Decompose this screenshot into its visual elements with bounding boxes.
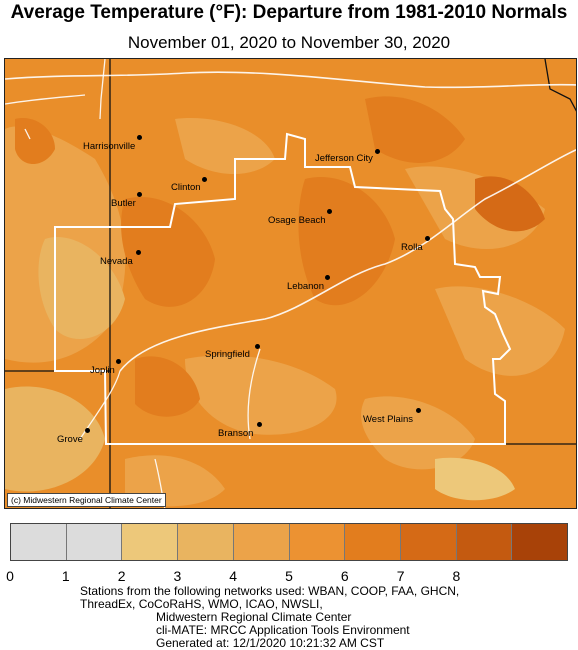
map-credit: (c) Midwestern Regional Climate Center xyxy=(7,493,166,507)
legend-swatch xyxy=(400,524,457,560)
city-marker xyxy=(416,408,421,413)
city-label-jefferson-city: Jefferson City xyxy=(315,153,373,164)
city-marker xyxy=(136,250,141,255)
city-marker xyxy=(375,149,380,154)
city-marker xyxy=(257,422,262,427)
city-label-clinton: Clinton xyxy=(171,182,201,193)
city-label-branson: Branson xyxy=(218,428,254,439)
legend-tick-label: 4 xyxy=(229,568,238,584)
map-shading xyxy=(5,59,576,508)
city-label-rolla: Rolla xyxy=(401,242,423,253)
map-title: Average Temperature (°F): Departure from… xyxy=(10,2,568,23)
legend-swatch xyxy=(233,524,290,560)
city-label-nevada: Nevada xyxy=(100,256,133,267)
city-label-west-plains: West Plains xyxy=(363,414,413,425)
legend-tick-label: 6 xyxy=(340,568,349,584)
footer-line: ThreadEx, CoCoRaHS, WMO, ICAO, NWSLI, xyxy=(80,597,323,611)
legend-swatch xyxy=(122,524,179,560)
temperature-departure-map: Harrisonville Jefferson City Clinton But… xyxy=(4,58,577,509)
footer-line: Stations from the following networks use… xyxy=(80,584,460,598)
footer-line: cli-MATE: MRCC Application Tools Environ… xyxy=(156,623,410,637)
legend-tick-label: 7 xyxy=(396,568,405,584)
city-marker xyxy=(255,344,260,349)
city-label-springfield: Springfield xyxy=(205,349,250,360)
city-marker xyxy=(137,192,142,197)
legend-tick-label: 8 xyxy=(452,568,461,584)
color-legend xyxy=(10,523,568,561)
map-subtitle: November 01, 2020 to November 30, 2020 xyxy=(127,33,451,52)
legend-swatch xyxy=(11,524,67,560)
city-marker xyxy=(327,209,332,214)
legend-swatch xyxy=(66,524,123,560)
legend-tick-label: 0 xyxy=(6,568,14,584)
city-marker xyxy=(85,428,90,433)
city-marker xyxy=(425,236,430,241)
city-label-grove: Grove xyxy=(57,434,83,445)
city-label-joplin: Joplin xyxy=(90,365,115,376)
legend-swatch xyxy=(289,524,346,560)
legend-tick-label: 2 xyxy=(117,568,126,584)
city-label-harrisonville: Harrisonville xyxy=(83,141,136,152)
legend-swatch xyxy=(512,524,568,560)
city-label-osage-beach: Osage Beach xyxy=(268,215,326,226)
legend-swatch xyxy=(178,524,234,560)
city-marker xyxy=(137,135,142,140)
city-marker xyxy=(202,177,207,182)
legend-swatch xyxy=(345,524,401,560)
city-marker xyxy=(325,275,330,280)
legend-swatch xyxy=(456,524,513,560)
legend-tick-label: 1 xyxy=(61,568,70,584)
city-label-butler: Butler xyxy=(111,198,136,209)
footer-line: Midwestern Regional Climate Center xyxy=(156,610,352,624)
city-marker xyxy=(116,359,121,364)
city-label-lebanon: Lebanon xyxy=(287,281,324,292)
legend-tick-label: 3 xyxy=(173,568,182,584)
footer-notes: Stations from the following networks use… xyxy=(80,585,459,650)
legend-tick-label: 5 xyxy=(285,568,293,584)
